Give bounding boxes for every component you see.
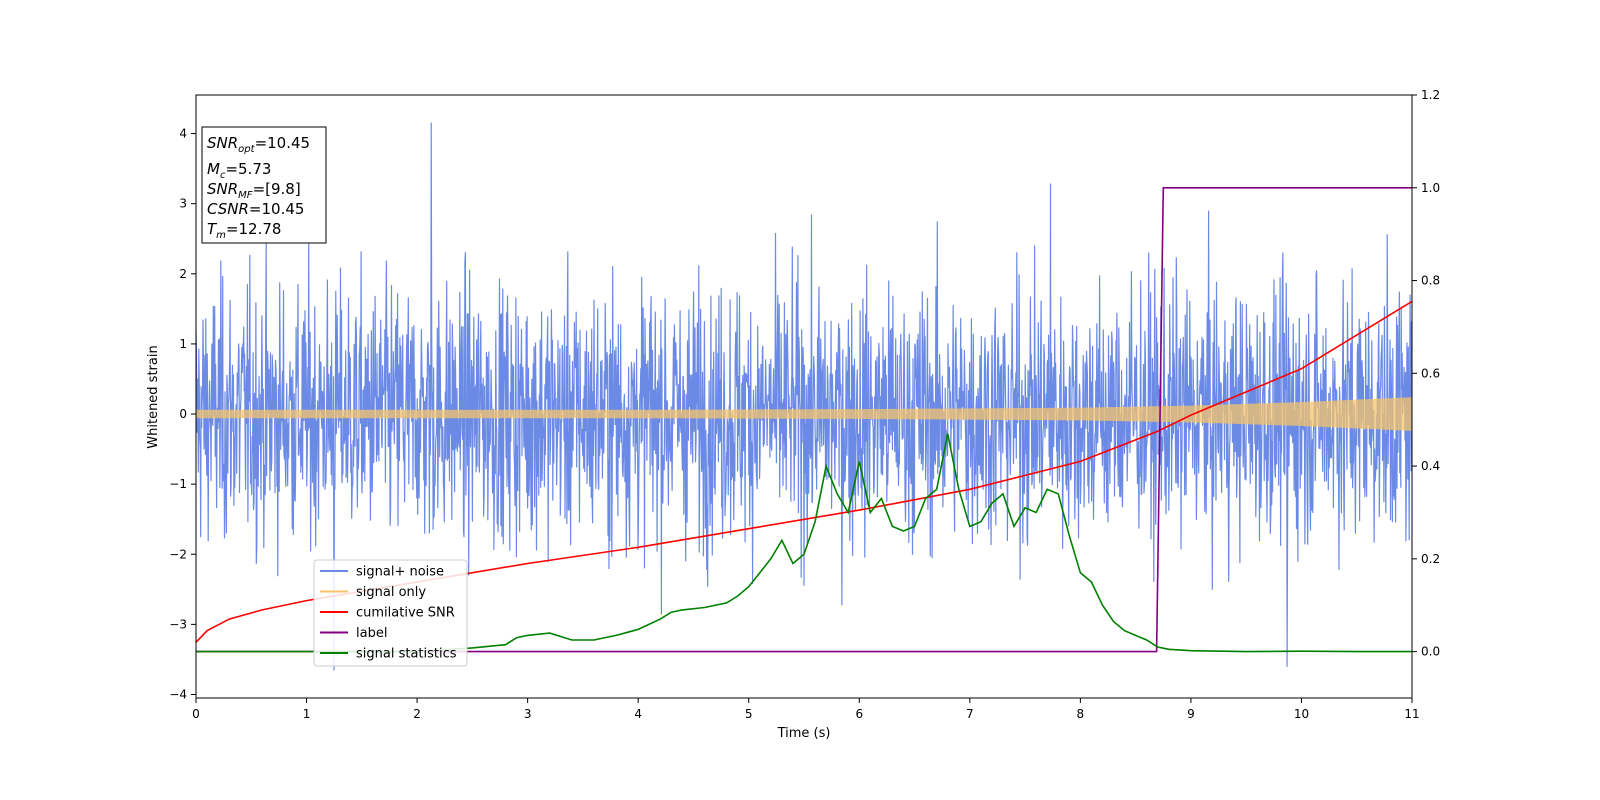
y-axis-left: −4 −3 −2 −1 0 1 2 3 4 <box>169 127 196 701</box>
y-left-tick-label: −4 <box>169 687 187 701</box>
legend-label: signal statistics <box>356 647 457 662</box>
x-tick-label: 5 <box>745 707 753 721</box>
plot-frame <box>195 94 1413 699</box>
series-signal-noise <box>196 122 1412 671</box>
x-tick-label: 2 <box>413 707 421 721</box>
x-tick-label: 0 <box>192 707 200 721</box>
x-axis-label: Time (s) <box>777 726 831 741</box>
annotation-line: Mc=5.73 <box>207 160 271 181</box>
annotation-line: SNRMF=[9.8] <box>207 180 301 201</box>
series-label <box>196 187 1412 653</box>
x-tick-label: 7 <box>966 707 974 721</box>
y-left-tick-label: 3 <box>179 197 187 211</box>
y-right-tick-label: 0.8 <box>1421 274 1440 288</box>
x-tick-label: 1 <box>303 707 311 721</box>
x-axis: 0 1 2 3 4 5 6 7 8 9 10 11 <box>192 698 1420 721</box>
x-tick-label: 6 <box>855 707 863 721</box>
series-cumulative-snr <box>196 300 1412 643</box>
x-tick-label: 8 <box>1077 707 1085 721</box>
legend-label: cumilative SNR <box>356 606 455 621</box>
y-left-tick-label: −3 <box>169 617 187 631</box>
y-left-tick-label: 2 <box>179 267 187 281</box>
y-left-tick-label: −1 <box>169 477 187 491</box>
annotation-line: CSNR=10.45 <box>207 200 304 218</box>
x-tick-label: 9 <box>1187 707 1195 721</box>
parameter-annotation-box: SNRopt=10.45 Mc=5.73SNRMF=[9.8]CSNR=10.45… <box>201 126 327 244</box>
y-right-tick-label: 0.0 <box>1421 645 1440 659</box>
annotation-line: SNRopt=10.45 <box>207 134 310 155</box>
annotation-line: Tm=12.78 <box>207 220 281 241</box>
series-signal-statistics <box>196 433 1412 653</box>
x-tick-label: 3 <box>524 707 532 721</box>
series-signal-only <box>196 397 1412 431</box>
x-tick-label: 10 <box>1294 707 1309 721</box>
legend-label: signal only <box>356 585 426 600</box>
y-left-tick-label: −2 <box>169 547 187 561</box>
x-tick-label: 11 <box>1404 707 1419 721</box>
legend-frame <box>313 559 468 667</box>
y-right-tick-label: 1.2 <box>1421 88 1440 102</box>
plot-area <box>196 122 1412 671</box>
legend: signal+ noise signal only cumilative SNR la… <box>313 559 468 667</box>
y-right-tick-label: 1.0 <box>1421 181 1440 195</box>
y-left-tick-label: 4 <box>179 127 187 141</box>
y-right-tick-label: 0.4 <box>1421 459 1440 473</box>
y-left-tick-label: 1 <box>179 337 187 351</box>
legend-label: signal+ noise <box>356 565 444 580</box>
legend-label: label <box>356 626 387 641</box>
y-right-tick-label: 0.6 <box>1421 366 1440 380</box>
y-axis-right: 0.0 0.2 0.4 0.6 0.8 1.0 1.2 <box>1412 88 1440 659</box>
x-tick-label: 4 <box>634 707 642 721</box>
y-axis-label: Whitened strain <box>146 345 161 448</box>
y-right-tick-label: 0.2 <box>1421 552 1440 566</box>
annotation-frame <box>201 126 327 244</box>
y-left-tick-label: 0 <box>179 407 187 421</box>
